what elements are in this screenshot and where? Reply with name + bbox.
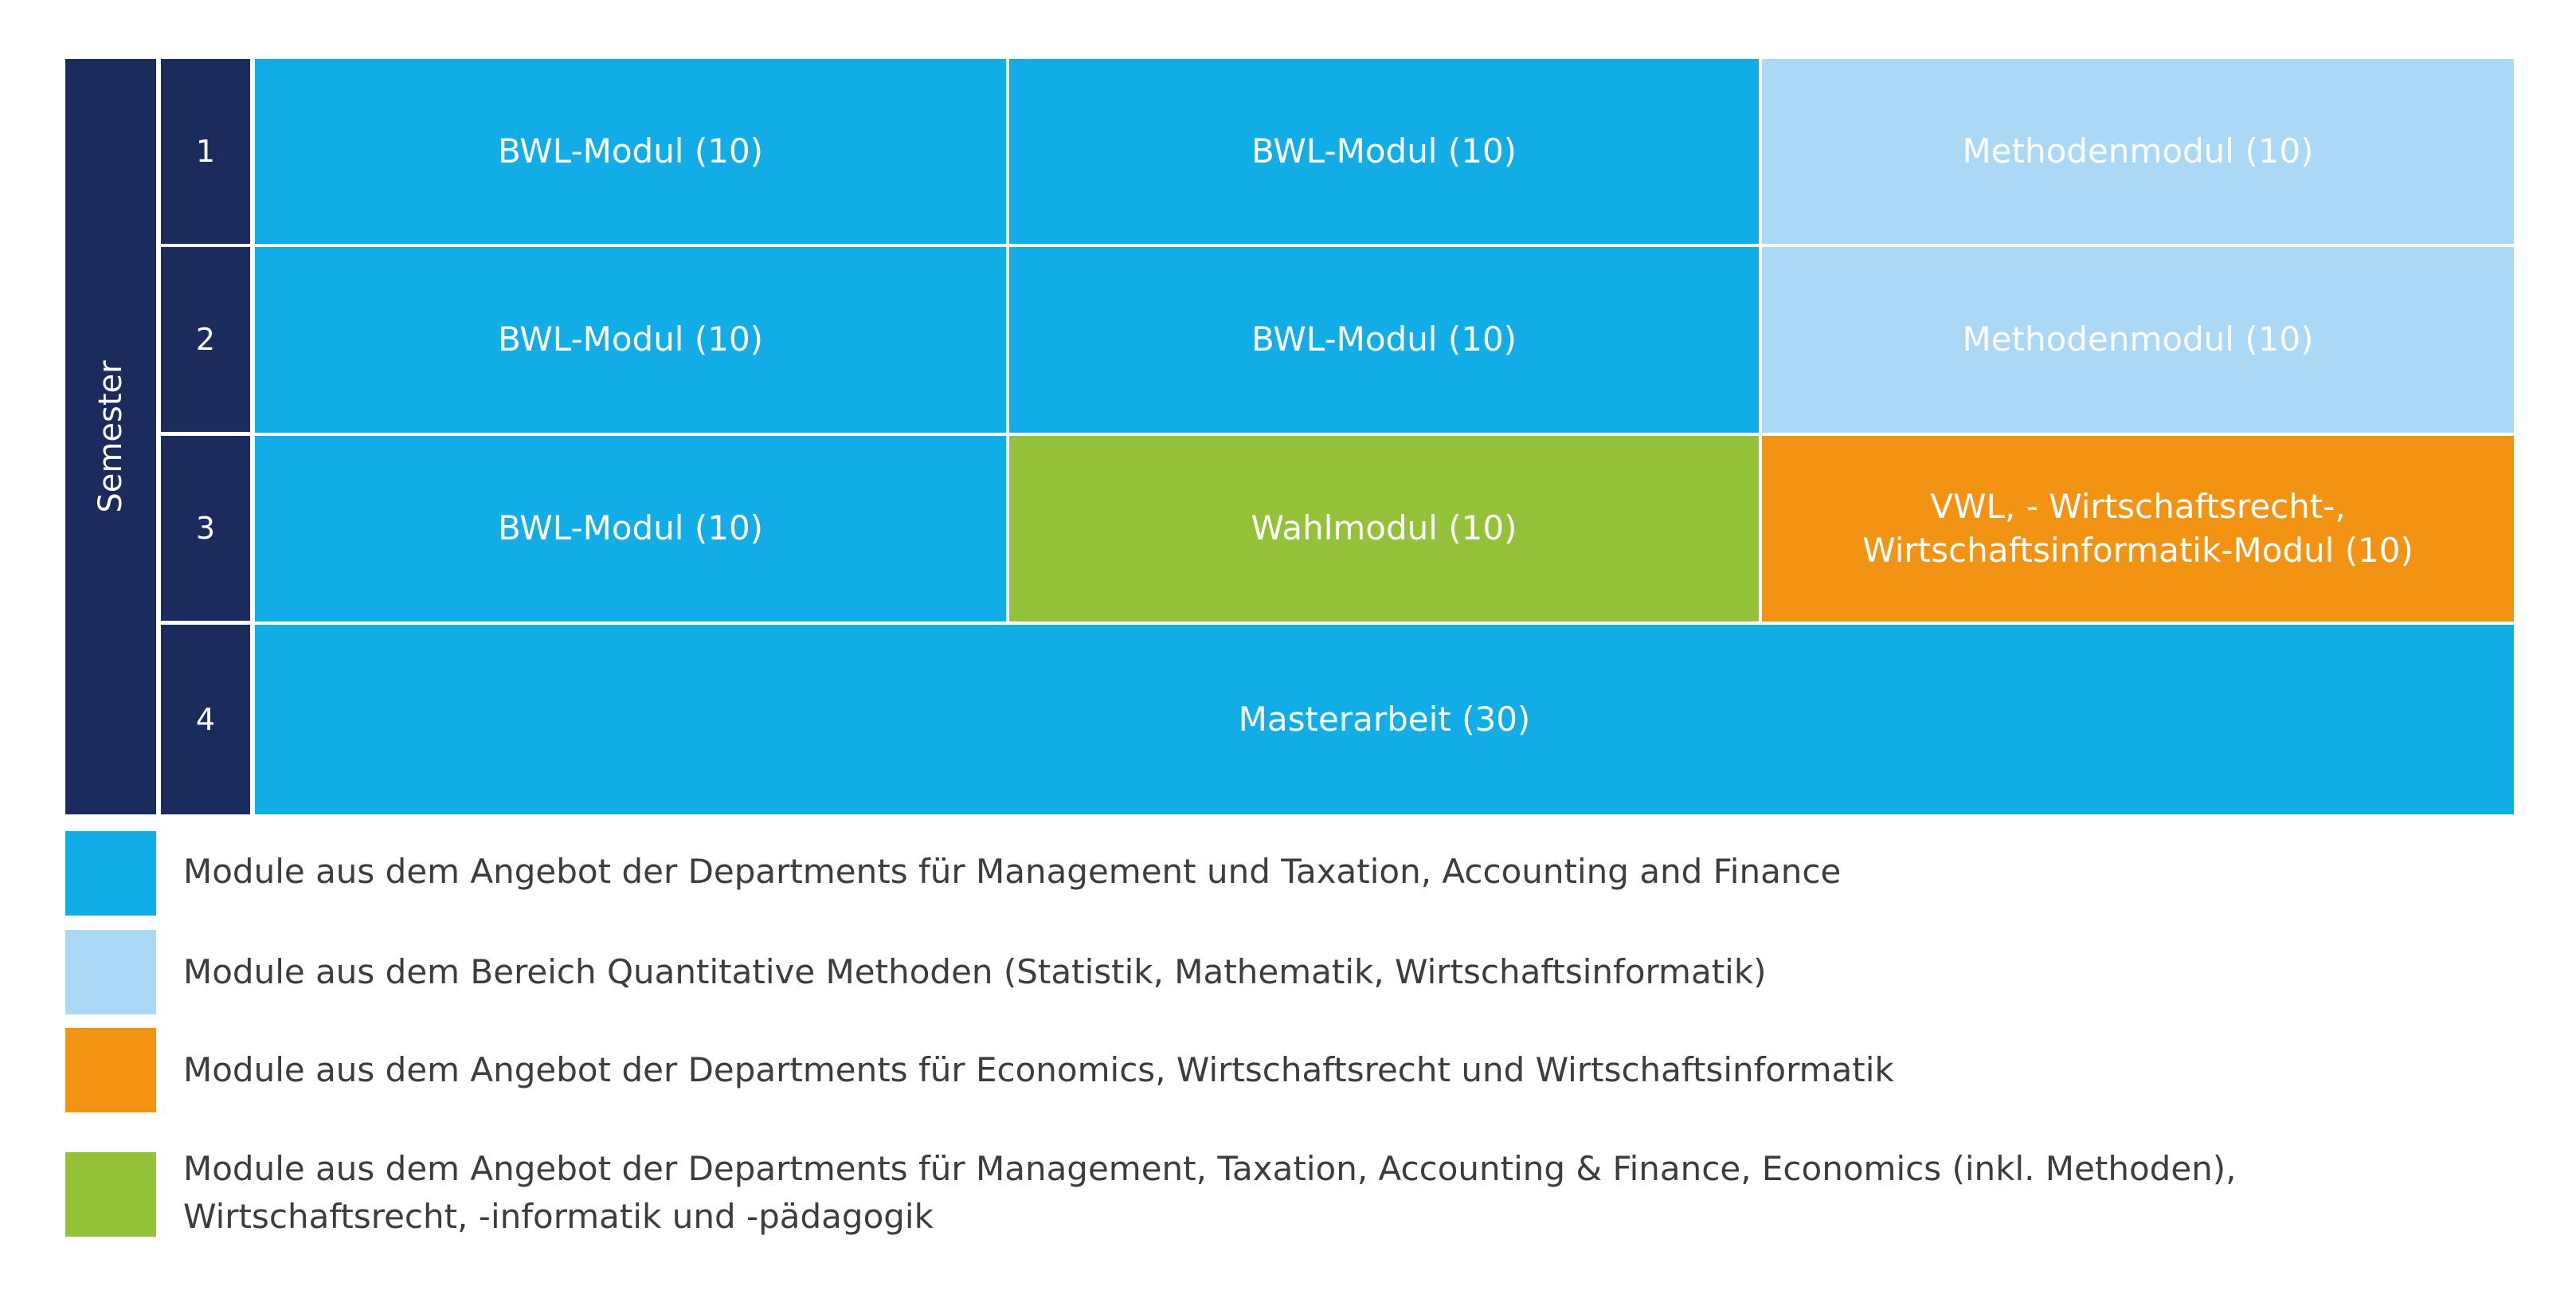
module-cell-s1-c2: BWL-Modul (10) [1009,59,1759,244]
semester-number-4: 4 [161,625,250,814]
module-label: BWL-Modul (10) [497,320,764,359]
module-cell-s2-c3: Methodenmodul (10) [1762,247,2514,433]
semester-bar [65,59,156,814]
module-cell-s1-c1: BWL-Modul (10) [255,59,1006,244]
legend-text-wahl-line-2: Wirtschaftsrecht, -informatik und -pädag… [183,1196,934,1236]
legend-swatch-methoden [65,930,156,1014]
semester-axis-label: Semester [92,360,129,513]
legend-swatch-wahl [65,1152,156,1237]
module-label: BWL-Modul (10) [1251,320,1517,359]
semester-number-2: 2 [161,247,250,432]
semester-number-3: 3 [161,436,250,621]
module-label: Wahlmodul (10) [1251,508,1517,548]
module-label: Methodenmodul (10) [1962,131,2314,171]
module-cell-s3-c1: BWL-Modul (10) [255,436,1006,622]
legend-text-wahl-line-1: Module aus dem Angebot der Departments f… [183,1149,2237,1188]
module-label: BWL-Modul (10) [497,508,764,548]
legend-text-methoden: Module aus dem Bereich Quantitative Meth… [183,952,1767,991]
module-cell-s2-c2: BWL-Modul (10) [1009,247,1759,433]
module-label: BWL-Modul (10) [497,131,764,171]
semester-number-1: 1 [161,59,250,244]
module-cell-s3-c2: Wahlmodul (10) [1009,436,1759,622]
legend-swatch-vwl [65,1028,156,1112]
module-cell-s2-c1: BWL-Modul (10) [255,247,1006,433]
legend-text-wahl: Module aus dem Angebot der Departments f… [183,1145,2237,1240]
module-cell-s1-c3: Methodenmodul (10) [1762,59,2514,244]
module-cell-s3-c3: VWL, - Wirtschaftsrecht-, Wirtschaftsinf… [1762,436,2514,622]
module-label: Methodenmodul (10) [1962,320,2314,359]
module-label: Masterarbeit (30) [1238,699,1531,739]
module-label: BWL-Modul (10) [1251,131,1517,171]
module-label-line-2: Wirtschaftsinformatik-Modul (10) [1862,530,2414,570]
legend-text-vwl: Module aus dem Angebot der Departments f… [183,1050,1894,1089]
legend-swatch-bwl [65,831,156,916]
module-cell-s4-masterarbeit: Masterarbeit (30) [255,625,2514,814]
module-label-line-1: VWL, - Wirtschaftsrecht-, [1930,486,2346,526]
legend-text-bwl: Module aus dem Angebot der Departments f… [183,852,1842,891]
